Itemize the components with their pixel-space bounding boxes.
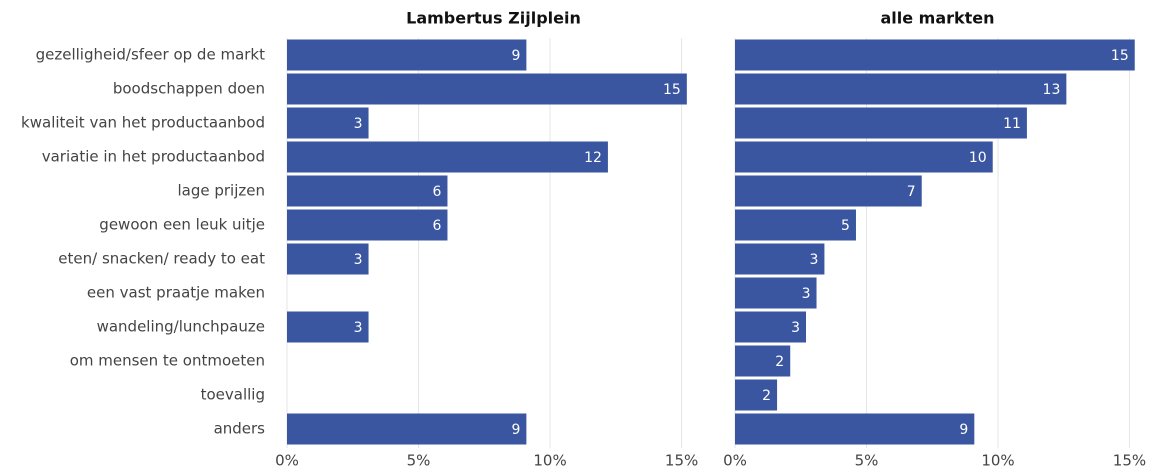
category-label: variatie in het productaanbod [42,148,265,166]
category-label: boodschappen doen [113,80,265,98]
bar [735,39,1135,71]
x-tick-label: 15% [665,452,698,470]
bar [735,107,1027,139]
category-label: om mensen te ontmoeten [70,352,265,370]
bar [287,175,448,207]
category-label: toevallig [201,386,265,404]
category-label: een vast praatje maken [87,284,265,302]
value-label: 9 [959,422,968,438]
x-tick-label: 15% [1113,452,1146,470]
value-label: 12 [584,150,602,166]
value-label: 15 [1111,48,1129,64]
value-label: 6 [433,184,442,200]
value-label: 2 [762,388,771,404]
bar [735,141,993,173]
value-label: 9 [511,48,520,64]
bar [287,209,448,241]
category-label: gezelligheid/sfeer op de markt [36,46,265,64]
value-label: 3 [791,320,800,336]
x-tick-label: 5% [855,452,879,470]
value-label: 6 [433,218,442,234]
value-label: 3 [809,252,818,268]
bar [287,39,527,71]
bar [287,141,608,173]
category-label: anders [214,420,266,438]
bar [735,73,1067,105]
bar [735,413,975,445]
bar [287,243,369,275]
bar [735,209,856,241]
bar [735,243,825,275]
bar [735,175,922,207]
category-label: eten/ snacken/ ready to eat [58,250,265,268]
bar [735,277,817,309]
value-label: 9 [511,422,520,438]
bar [287,311,369,343]
bar [735,379,778,411]
value-label: 3 [354,252,363,268]
value-label: 5 [841,218,850,234]
x-tick-label: 5% [407,452,431,470]
bar [287,73,687,105]
x-tick-label: 10% [981,452,1014,470]
x-tick-label: 0% [275,452,299,470]
value-label: 13 [1043,82,1061,98]
x-tick-label: 10% [533,452,566,470]
value-label: 15 [663,82,681,98]
value-label: 11 [1003,116,1021,132]
value-label: 3 [354,116,363,132]
value-label: 10 [969,150,987,166]
value-label: 3 [802,286,811,302]
x-tick-label: 0% [723,452,747,470]
category-label: gewoon een leuk uitje [99,216,265,234]
value-label: 7 [907,184,916,200]
panel-title: Lambertus Zijlplein [406,9,581,28]
bar [735,311,807,343]
bar [735,345,791,377]
value-label: 3 [354,320,363,336]
bar [287,413,527,445]
bar [287,107,369,139]
category-label: wandeling/lunchpauze [97,318,265,336]
category-label: lage prijzen [177,182,265,200]
category-label: kwaliteit van het productaanbod [21,114,265,132]
panel-title: alle markten [880,9,994,28]
value-label: 2 [775,354,784,370]
